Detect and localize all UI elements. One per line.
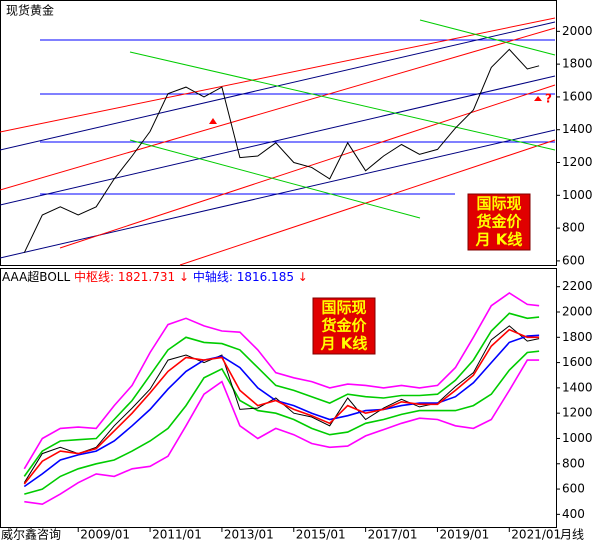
x-tick-label: 2017/01 [368,528,418,541]
legend-label: 中轴线: [193,269,233,284]
y-tick-label: 2000 [562,24,593,38]
x-tick-label: 2009/01 [80,528,130,541]
y-tick-label: 1000 [562,431,593,445]
y-tick-label: 1200 [562,406,593,420]
top-frame [0,0,557,266]
y-tick-label: 1800 [562,330,593,344]
indicator-name: AAA超BOLL [2,269,70,284]
y-tick-label: 1000 [562,188,593,202]
box-line: 月 K线 [320,335,368,353]
series-line [23,312,540,477]
y-tick-label: 1200 [562,155,593,169]
period: 月线 [560,528,584,541]
series-line [23,48,540,253]
box-line: 国际现 [476,195,521,213]
x-tick-label: 2013/01 [224,528,274,541]
y-tick-label: 2000 [562,305,593,319]
label-box: 国际现 货金价 月 K线 [312,297,376,355]
box-line: 国际现 [321,299,366,317]
y-tick-label: 800 [562,221,585,235]
series-line [24,350,540,495]
x-tick-label: 2015/01 [296,528,346,541]
y-tick-label: 600 [562,253,585,267]
x-tick-label: 2021/01 [511,528,561,541]
indicator-legend: AAA超BOLL 中枢线: 1821.731 ↓ 中轴线: 1816.185 ↓ [2,269,308,284]
source: 威尔鑫咨询 [1,527,61,541]
y-tick-label: 400 [562,507,585,521]
legend-label: 中枢线: [74,269,114,284]
x-tick-label: 2019/01 [439,528,489,541]
question-mark: ? [545,92,552,106]
x-tick-label: 2011/01 [152,528,202,541]
box-line: 月 K线 [475,231,523,249]
box-line: 货金价 [476,213,522,231]
series-line [24,359,540,506]
y-tick-label: 600 [562,482,585,496]
legend-value: 1816.185 [237,270,294,284]
y-tick-label: 1400 [562,380,593,394]
y-tick-label: 1600 [562,355,593,369]
y-tick-label: 1600 [562,89,593,103]
box-line: 货金价 [321,317,367,335]
legend-arrow: ↓ [179,270,189,284]
series-line [23,334,540,488]
legend-arrow: ↓ [298,270,308,284]
label-box: 国际现 货金价 月 K线 [467,193,531,251]
title: 现货黄金 [6,3,54,18]
y-tick-label: 800 [562,456,585,470]
y-tick-label: 2200 [562,279,593,293]
trendlines [0,17,556,266]
series-line [23,328,540,485]
legend-value: 1821.731 [118,270,175,284]
bottom-frame [0,268,557,528]
y-tick-label: 1400 [562,122,593,136]
y-tick-label: 1800 [562,57,593,71]
series-line [23,292,540,470]
